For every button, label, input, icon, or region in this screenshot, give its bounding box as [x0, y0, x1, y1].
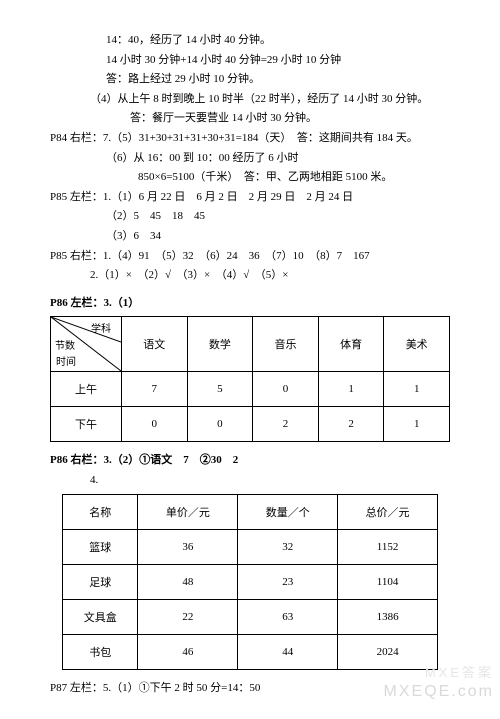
diag-label-top: 学科 — [91, 320, 111, 335]
table-header: 语文 — [122, 317, 188, 372]
diagonal-header-cell: 学科 节数 时间 — [51, 317, 122, 372]
text-line: 14 小时 30 分钟+14 小时 40 分钟=29 小时 10 分钟 — [50, 52, 450, 70]
table-cell: 书包 — [63, 634, 138, 669]
table-row: 篮球 36 32 1152 — [63, 529, 438, 564]
table-cell: 1 — [384, 407, 450, 442]
table-cell: 1 — [384, 372, 450, 407]
table-row: 下午 0 0 2 2 1 — [51, 407, 450, 442]
table-row: 名称 单价／元 数量／个 总价／元 — [63, 494, 438, 529]
table-cell: 1152 — [338, 529, 438, 564]
table-row: 上午 7 5 0 1 1 — [51, 372, 450, 407]
table-cell: 44 — [238, 634, 338, 669]
table-cell: 0 — [187, 407, 253, 442]
text-line: 850×6=5100（千米） 答：甲、乙两地相距 5100 米。 — [50, 169, 450, 187]
table-cell: 5 — [187, 372, 253, 407]
diag-label-bot: 时间 — [56, 353, 76, 368]
table-cell: 2024 — [338, 634, 438, 669]
table-header: 数学 — [187, 317, 253, 372]
table-cell: 23 — [238, 564, 338, 599]
text-line: 答：路上经过 29 小时 10 分钟。 — [50, 71, 450, 89]
table-cell: 36 — [138, 529, 238, 564]
table-header: 名称 — [63, 494, 138, 529]
table-cell: 22 — [138, 599, 238, 634]
table-cell: 0 — [122, 407, 188, 442]
text-line: 4. — [50, 472, 450, 490]
text-line: P84 右栏：7.（5）31+30+31+31+30+31=184（天） 答：这… — [50, 130, 450, 148]
table-header: 体育 — [318, 317, 384, 372]
price-table: 名称 单价／元 数量／个 总价／元 篮球 36 32 1152 足球 48 23… — [62, 494, 438, 670]
watermark-text: MXE答案 — [425, 662, 494, 681]
row-label: 上午 — [51, 372, 122, 407]
text-line: 14：40，经历了 14 小时 40 分钟。 — [50, 32, 450, 50]
table-header: 总价／元 — [338, 494, 438, 529]
text-line: （3）6 34 — [50, 228, 450, 246]
table-cell: 1386 — [338, 599, 438, 634]
table-cell: 7 — [122, 372, 188, 407]
table-cell: 1104 — [338, 564, 438, 599]
table-header: 数量／个 — [238, 494, 338, 529]
text-line: P85 左栏：1.（1）6 月 22 日 6 月 2 日 2 月 29 日 2 … — [50, 189, 450, 207]
text-line: （4）从上午 8 时到晚上 10 时半（22 时半），经历了 14 小时 30 … — [50, 91, 450, 109]
table-cell: 1 — [318, 372, 384, 407]
table-row: 书包 46 44 2024 — [63, 634, 438, 669]
table-cell: 46 — [138, 634, 238, 669]
table-cell: 2 — [318, 407, 384, 442]
table-cell: 48 — [138, 564, 238, 599]
text-line: （6）从 16：00 到 10：00 经历了 6 小时 — [50, 150, 450, 168]
table-cell: 0 — [253, 372, 319, 407]
table-cell: 32 — [238, 529, 338, 564]
text-line: 答：餐厅一天要营业 14 小时 30 分钟。 — [50, 110, 450, 128]
table-header: 音乐 — [253, 317, 319, 372]
table-cell: 篮球 — [63, 529, 138, 564]
table-row: 文具盒 22 63 1386 — [63, 599, 438, 634]
section-heading: P86 左栏：3.（1） — [50, 295, 450, 313]
section-heading: P86 右栏：3.（2）①语文 7 ②30 2 — [50, 452, 450, 470]
table-header: 单价／元 — [138, 494, 238, 529]
table-cell: 文具盒 — [63, 599, 138, 634]
table-cell: 63 — [238, 599, 338, 634]
diag-label-mid: 节数 — [55, 337, 75, 352]
schedule-table: 学科 节数 时间 语文 数学 音乐 体育 美术 上午 7 5 0 1 1 下午 … — [50, 316, 450, 442]
watermark-text: MXEQE.com — [384, 683, 494, 701]
text-line: （2）5 45 18 45 — [50, 208, 450, 226]
text-line: P85 右栏：1.（4）91 （5）32 （6）24 36 （7）10 （8）7… — [50, 248, 450, 266]
table-header: 美术 — [384, 317, 450, 372]
table-cell: 足球 — [63, 564, 138, 599]
table-row: 学科 节数 时间 语文 数学 音乐 体育 美术 — [51, 317, 450, 372]
table-row: 足球 48 23 1104 — [63, 564, 438, 599]
row-label: 下午 — [51, 407, 122, 442]
table-cell: 2 — [253, 407, 319, 442]
text-line: 2.（1）× （2）√ （3）× （4）√ （5）× — [50, 267, 450, 285]
